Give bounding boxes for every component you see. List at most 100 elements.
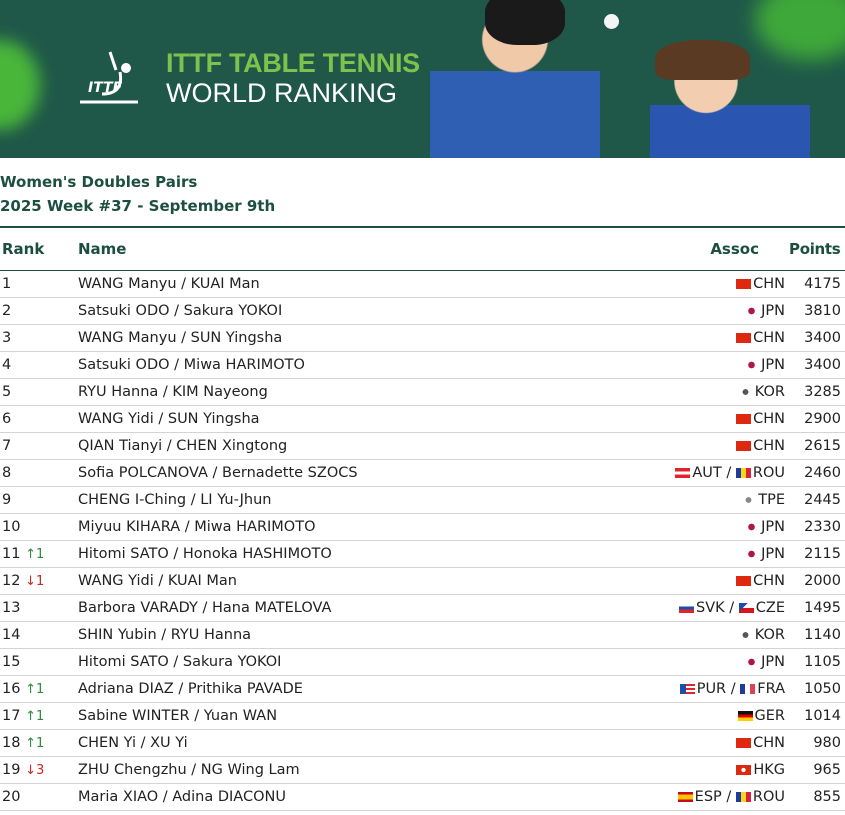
flag-kor-icon (737, 387, 753, 397)
table-row[interactable]: 19 ↓3 ZHU Chengzhu / NG Wing Lam HKG 965 (0, 757, 845, 784)
rank-number: 6 (2, 411, 12, 427)
assoc-code: JPN (761, 519, 785, 535)
table-row[interactable]: 8 Sofia POLCANOVA / Bernadette SZOCS AUT… (0, 460, 845, 487)
rank-cell: 17 ↑1 (0, 708, 78, 724)
rank-number: 14 (2, 627, 21, 643)
points: 2615 (804, 438, 841, 454)
table-row[interactable]: 3 WANG Manyu / SUN Yingsha CHN 3400 (0, 325, 845, 352)
flag-chn-icon (736, 738, 752, 748)
points: 3400 (804, 357, 841, 373)
flag-rou-icon (735, 468, 751, 478)
assoc-cell: JPN (659, 519, 789, 535)
assoc-code: SVK (696, 600, 725, 616)
table-row[interactable]: 16 ↑1 Adriana DIAZ / Prithika PAVADE PUR… (0, 676, 845, 703)
player-photo (650, 40, 810, 158)
points: 1495 (804, 600, 841, 616)
decor-glow (0, 40, 40, 130)
banner: ITTF ITTF TABLE TENNIS WORLD RANKING (0, 0, 845, 158)
rank-number: 4 (2, 357, 12, 373)
flag-svk-icon (679, 603, 695, 613)
table-row[interactable]: 17 ↑1 Sabine WINTER / Yuan WAN GER 1014 (0, 703, 845, 730)
points: 3285 (804, 384, 841, 400)
rank-number: 15 (2, 654, 21, 670)
pair-name[interactable]: Satsuki ODO / Sakura YOKOI (78, 303, 283, 319)
pair-name[interactable]: WANG Yidi / KUAI Man (78, 573, 237, 589)
week-label: 2025 Week #37 - September 9th (0, 197, 276, 215)
table-row[interactable]: 18 ↑1 CHEN Yi / XU Yi CHN 980 (0, 730, 845, 757)
rank-number: 12 (2, 573, 21, 589)
pair-name[interactable]: Maria XIAO / Adina DIACONU (78, 789, 286, 805)
pair-name[interactable]: CHEN Yi / XU Yi (78, 735, 188, 751)
assoc-cell: AUT / ROU (659, 465, 789, 481)
pair-name[interactable]: Sofia POLCANOVA / Bernadette SZOCS (78, 465, 358, 481)
table-row[interactable]: 11 ↑1 Hitomi SATO / Honoka HASHIMOTO JPN… (0, 541, 845, 568)
rank-cell: 7 (0, 438, 78, 454)
assoc-cell: KOR (659, 384, 789, 400)
flag-chn-icon (736, 333, 752, 343)
pair-name[interactable]: SHIN Yubin / RYU Hanna (78, 627, 252, 643)
ittf-logo-icon: ITTF (80, 51, 138, 104)
pair-name[interactable]: Satsuki ODO / Miwa HARIMOTO (78, 357, 305, 373)
rank-cell: 20 (0, 789, 78, 805)
rank-cell: 15 (0, 654, 78, 670)
table-row[interactable]: 5 RYU Hanna / KIM Nayeong KOR 3285 (0, 379, 845, 406)
rank-cell: 18 ↑1 (0, 735, 78, 751)
pair-name[interactable]: ZHU Chengzhu / NG Wing Lam (78, 762, 300, 778)
assoc-code: JPN (761, 654, 785, 670)
ball-image (604, 14, 619, 29)
points: 1050 (804, 681, 841, 697)
points: 3400 (804, 330, 841, 346)
rank-cell: 10 (0, 519, 78, 535)
table-header: Rank Name Assoc Points (0, 228, 845, 271)
assoc-cell: JPN (659, 546, 789, 562)
assoc-cell: SVK / CZE (659, 600, 789, 616)
pair-name[interactable]: Sabine WINTER / Yuan WAN (78, 708, 278, 724)
pair-name[interactable]: Barbora VARADY / Hana MATELOVA (78, 600, 332, 616)
pair-name[interactable]: Hitomi SATO / Honoka HASHIMOTO (78, 546, 332, 562)
pair-name[interactable]: WANG Manyu / SUN Yingsha (78, 330, 283, 346)
points: 1014 (804, 708, 841, 724)
pair-name[interactable]: Hitomi SATO / Sakura YOKOI (78, 654, 282, 670)
rank-number: 10 (2, 519, 21, 535)
assoc-code: CHN (753, 411, 785, 427)
banner-title: ITTF TABLE TENNIS (166, 48, 420, 78)
pair-name[interactable]: CHENG I-Ching / LI Yu-Jhun (78, 492, 272, 508)
table-row[interactable]: 1 WANG Manyu / KUAI Man CHN 4175 (0, 271, 845, 298)
assoc-cell: TPE (659, 492, 789, 508)
table-row[interactable]: 13 Barbora VARADY / Hana MATELOVA SVK / … (0, 595, 845, 622)
table-row[interactable]: 12 ↓1 WANG Yidi / KUAI Man CHN 2000 (0, 568, 845, 595)
pair-name[interactable]: Adriana DIAZ / Prithika PAVADE (78, 681, 303, 697)
rank-number: 19 (2, 762, 21, 778)
table-row[interactable]: 10 Miyuu KIHARA / Miwa HARIMOTO JPN 2330 (0, 514, 845, 541)
col-rank: Rank (2, 240, 45, 258)
flag-chn-icon (736, 576, 752, 586)
assoc-cell: JPN (659, 654, 789, 670)
flag-jpn-icon (744, 549, 760, 559)
rank-cell: 6 (0, 411, 78, 427)
pair-name[interactable]: QIAN Tianyi / CHEN Xingtong (78, 438, 288, 454)
rank-cell: 9 (0, 492, 78, 508)
table-row[interactable]: 20 Maria XIAO / Adina DIACONU ESP / ROU … (0, 784, 845, 811)
points: 1105 (804, 654, 841, 670)
flag-jpn-icon (744, 360, 760, 370)
points: 1140 (804, 627, 841, 643)
pair-name[interactable]: WANG Manyu / KUAI Man (78, 276, 260, 292)
table-row[interactable]: 7 QIAN Tianyi / CHEN Xingtong CHN 2615 (0, 433, 845, 460)
points: 2460 (804, 465, 841, 481)
rank-number: 7 (2, 438, 12, 454)
rank-number: 11 (2, 546, 21, 562)
ranking-table: 1 WANG Manyu / KUAI Man CHN 4175 2 Satsuk… (0, 271, 845, 811)
pair-name[interactable]: Miyuu KIHARA / Miwa HARIMOTO (78, 519, 316, 535)
player-photo (430, 0, 600, 158)
pair-name[interactable]: WANG Yidi / SUN Yingsha (78, 411, 260, 427)
table-row[interactable]: 9 CHENG I-Ching / LI Yu-Jhun TPE 2445 (0, 487, 845, 514)
table-row[interactable]: 15 Hitomi SATO / Sakura YOKOI JPN 1105 (0, 649, 845, 676)
rank-number: 13 (2, 600, 21, 616)
table-row[interactable]: 6 WANG Yidi / SUN Yingsha CHN 2900 (0, 406, 845, 433)
table-row[interactable]: 4 Satsuki ODO / Miwa HARIMOTO JPN 3400 (0, 352, 845, 379)
table-row[interactable]: 14 SHIN Yubin / RYU Hanna KOR 1140 (0, 622, 845, 649)
table-row[interactable]: 2 Satsuki ODO / Sakura YOKOI JPN 3810 (0, 298, 845, 325)
pair-name[interactable]: RYU Hanna / KIM Nayeong (78, 384, 268, 400)
flag-ger-icon (737, 711, 753, 721)
rank-number: 9 (2, 492, 12, 508)
